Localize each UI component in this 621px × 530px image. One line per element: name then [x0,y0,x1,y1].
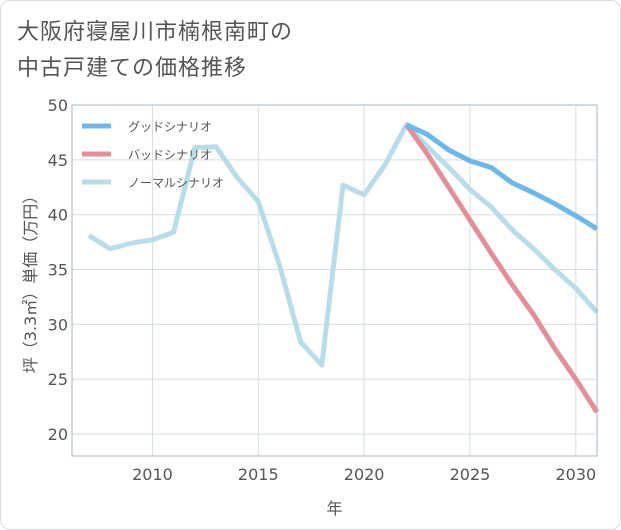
legend-label-2: バッドシナリオ [128,148,212,162]
plot-frame [71,104,598,457]
y-tick-label-40: 40 [48,206,68,225]
y-tick-label-45: 45 [48,151,68,170]
series-lines [87,122,600,414]
x-tick-label-2020: 2020 [344,465,385,484]
chart-title-line-1: 大阪府寝屋川市楠根南町の [17,20,294,45]
y-tick-label-20: 20 [48,425,68,444]
chart-title-line-2: 中古戸建ての価格推移 [17,56,248,81]
x-tick-label-2030: 2030 [555,465,596,484]
x-tick-label-2015: 2015 [238,465,279,484]
series-line-3 [87,122,599,368]
x-axis-label: 年 [326,499,342,518]
x-tick-label-2010: 2010 [132,465,173,484]
y-tick-label-30: 30 [48,315,68,334]
series-line-1 [405,122,599,232]
chart-title: 大阪府寝屋川市楠根南町の 中古戸建ての価格推移 [17,15,293,87]
legend-label-1: グッドシナリオ [128,120,212,134]
legend-label-3: ノーマルシナリオ [128,176,224,190]
y-tick-label-50: 50 [48,96,68,115]
series-line-2 [404,123,600,414]
y-axis-label: 坪（3.3㎡）単価（万円） [21,188,40,373]
axes: 2010 2015 2020 2025 203020253035404550年坪（3.3… [21,96,598,518]
y-tick-label-35: 35 [48,261,68,280]
x-tick-label-2025: 2025 [450,465,491,484]
y-tick-label-25: 25 [48,370,68,389]
